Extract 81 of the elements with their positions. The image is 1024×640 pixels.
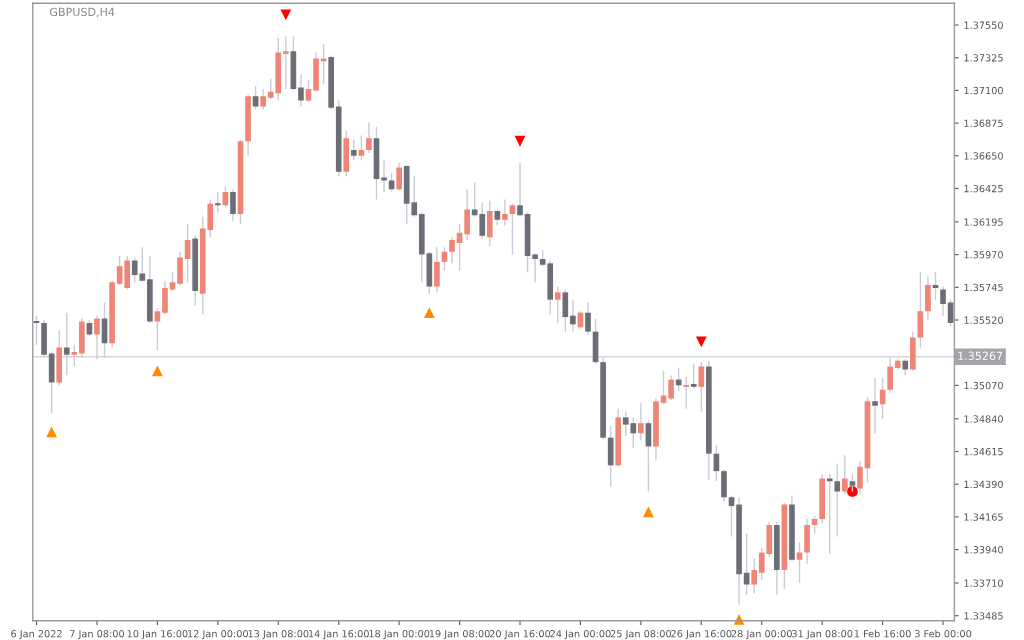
y-tick-label: 1.33710 [964, 579, 1003, 587]
point [643, 506, 654, 518]
point [847, 486, 858, 497]
point [423, 307, 435, 319]
ref-line-label: 1.35267 [958, 351, 1003, 360]
candlestick [638, 402, 644, 442]
x-tick-label: 1 Feb 16:00 [854, 629, 911, 638]
candlestick [872, 377, 878, 435]
y-tick-label: 1.33940 [964, 546, 1003, 554]
candlestick [683, 375, 690, 410]
candlestick [554, 285, 561, 324]
candlestick [585, 301, 591, 336]
candlestick [668, 374, 674, 401]
y-tick-label: 1.34390 [964, 480, 1003, 489]
x-tick-label: 12 Jan 00:00 [188, 630, 248, 640]
x-tick-label: 26 Jan 16:00 [671, 630, 732, 640]
candlestick [388, 172, 395, 193]
candlestick [260, 88, 266, 110]
candlestick [509, 203, 516, 256]
y-tick-label: 1.35745 [964, 283, 1003, 292]
y-tick-label: 1.37325 [964, 54, 1003, 62]
y-tick-label: 1.36650 [964, 152, 1003, 160]
x-tick-label: 7 Jan 08:00 [70, 630, 125, 640]
x-tick-label: 19 Jan 08:00 [429, 630, 490, 640]
candlestick [940, 285, 946, 317]
x-tick-label: 13 Jan 08:00 [248, 630, 309, 640]
chart-title: GBPUSD,H4 [49, 7, 115, 18]
candlestick [449, 236, 455, 265]
y-tick-label: 1.33485 [964, 612, 1003, 620]
candlestick [842, 454, 848, 496]
y-tick-label: 1.37550 [964, 21, 1003, 29]
candlestick [826, 473, 833, 555]
y-tick-label: 1.34615 [964, 447, 1003, 456]
candlestick [350, 139, 357, 161]
y-tick-label: 1.36875 [964, 119, 1003, 127]
candlestick [690, 362, 697, 389]
candlestick [728, 495, 735, 538]
x-tick-label: 14 Jan 16:00 [309, 630, 369, 640]
point [152, 365, 163, 377]
candlestick [570, 298, 576, 333]
candlestick [230, 188, 236, 222]
y-tick-label: 1.36425 [964, 184, 1003, 193]
x-tick-label: 24 Jan 00:00 [550, 630, 611, 640]
candlestick [932, 271, 939, 301]
y-tick-label: 1.35070 [964, 381, 1003, 390]
y-tick-label: 1.35520 [964, 316, 1003, 324]
y-tick-label: 1.34165 [964, 513, 1003, 521]
x-tick-label: 25 Jan 08:00 [610, 630, 672, 640]
candlestick [358, 134, 365, 161]
candlestick [116, 255, 123, 286]
candlestick [834, 463, 841, 538]
y-tick-label: 1.35970 [964, 251, 1003, 259]
point [695, 336, 707, 348]
point [514, 135, 526, 147]
candlestick [532, 252, 538, 283]
candlestick [33, 314, 40, 346]
candlestick [751, 557, 758, 594]
x-tick-label: 10 Jan 16:00 [127, 630, 188, 640]
candlestick [298, 73, 304, 108]
candlestick [320, 43, 327, 86]
candlestick [283, 35, 289, 90]
candlestick [857, 460, 863, 496]
point [733, 613, 745, 625]
x-tick-label: 6 Jan 2022 [11, 630, 62, 640]
x-tick-label: 28 Jan 00:00 [731, 630, 792, 640]
candlestick [215, 191, 221, 214]
x-tick-label: 3 Feb 00:00 [914, 629, 972, 638]
y-tick-label: 1.34840 [964, 415, 1003, 423]
candlestick [517, 162, 523, 218]
point [280, 9, 292, 21]
candlestick [698, 361, 705, 413]
candlestick [366, 121, 372, 154]
x-tick-label: 31 Jan 08:00 [792, 630, 853, 640]
point [46, 426, 58, 438]
x-tick-label: 20 Jan 16:00 [489, 630, 551, 640]
y-tick-label: 1.37100 [964, 86, 1003, 95]
y-tick-label: 1.36195 [964, 218, 1003, 226]
candlestick [502, 198, 508, 227]
x-tick-label: 18 Jan 00:00 [369, 630, 430, 640]
candlestick [305, 79, 312, 103]
candlestick [396, 162, 402, 192]
